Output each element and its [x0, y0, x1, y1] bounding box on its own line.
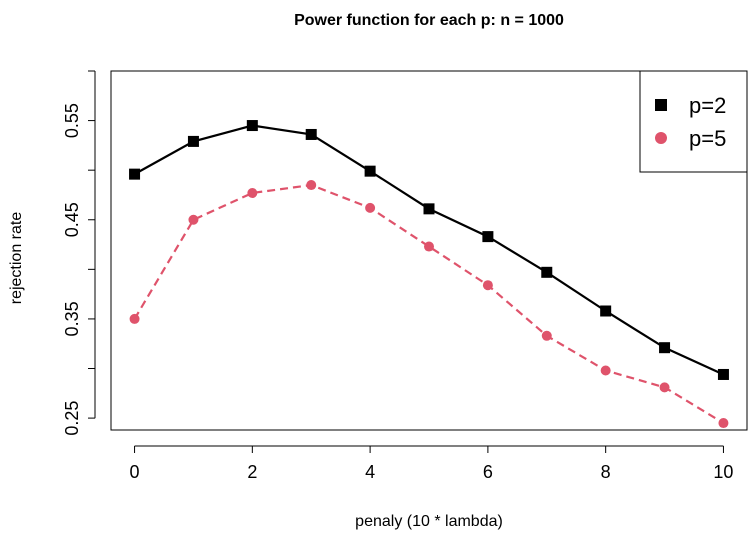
- x-axis-label: penaly (10 * lambda): [355, 513, 503, 530]
- data-point: [364, 165, 376, 177]
- data-point: [129, 313, 140, 324]
- y-tick-label: 0.35: [62, 301, 82, 336]
- y-axis-label: rejection rate: [8, 212, 25, 305]
- legend-marker: [655, 132, 667, 144]
- data-point: [659, 382, 670, 393]
- legend-marker: [655, 99, 667, 111]
- x-tick-label: 0: [130, 462, 140, 482]
- series-layer: [129, 120, 729, 429]
- data-point: [541, 330, 552, 341]
- legend-label: p=2: [689, 93, 726, 118]
- data-point: [718, 418, 729, 429]
- legend-box: [639, 70, 748, 173]
- data-point: [600, 365, 611, 376]
- legend-label: p=5: [689, 126, 726, 151]
- data-point: [482, 280, 493, 291]
- series-line: [133, 183, 725, 424]
- data-point: [306, 180, 317, 191]
- x-tick-label: 6: [483, 462, 493, 482]
- data-point: [424, 241, 434, 252]
- data-point: [600, 305, 612, 317]
- y-tick-label: 0.45: [62, 202, 82, 237]
- y-tick-label: 0.55: [62, 103, 82, 138]
- x-tick-label: 10: [713, 462, 733, 482]
- data-point: [246, 120, 258, 132]
- data-point: [482, 231, 494, 243]
- data-point: [188, 214, 199, 225]
- data-point: [129, 168, 141, 180]
- data-point: [305, 128, 317, 140]
- legend-item: p=5: [655, 126, 726, 151]
- data-point: [247, 187, 258, 198]
- x-tick-label: 8: [601, 462, 611, 482]
- legend: p=2p=5: [639, 70, 748, 173]
- x-axis: 0 2 4 6 8 10: [130, 445, 733, 482]
- data-point: [423, 203, 435, 215]
- x-tick-label: 2: [247, 462, 257, 482]
- y-tick-label: 0.25: [62, 401, 82, 436]
- data-point: [187, 135, 199, 147]
- y-axis: 0.25 0.35 0.45 0.55: [62, 70, 96, 436]
- x-tick-label: 4: [365, 462, 375, 482]
- data-point: [541, 266, 553, 278]
- data-point: [717, 368, 729, 380]
- series-2: [129, 180, 729, 429]
- chart-title: Power function for each p: n = 1000: [294, 12, 564, 29]
- series-1: [129, 120, 729, 380]
- data-point: [659, 342, 671, 354]
- legend-item: p=2: [655, 93, 726, 118]
- plot-frame: [110, 70, 748, 431]
- data-point: [365, 202, 376, 213]
